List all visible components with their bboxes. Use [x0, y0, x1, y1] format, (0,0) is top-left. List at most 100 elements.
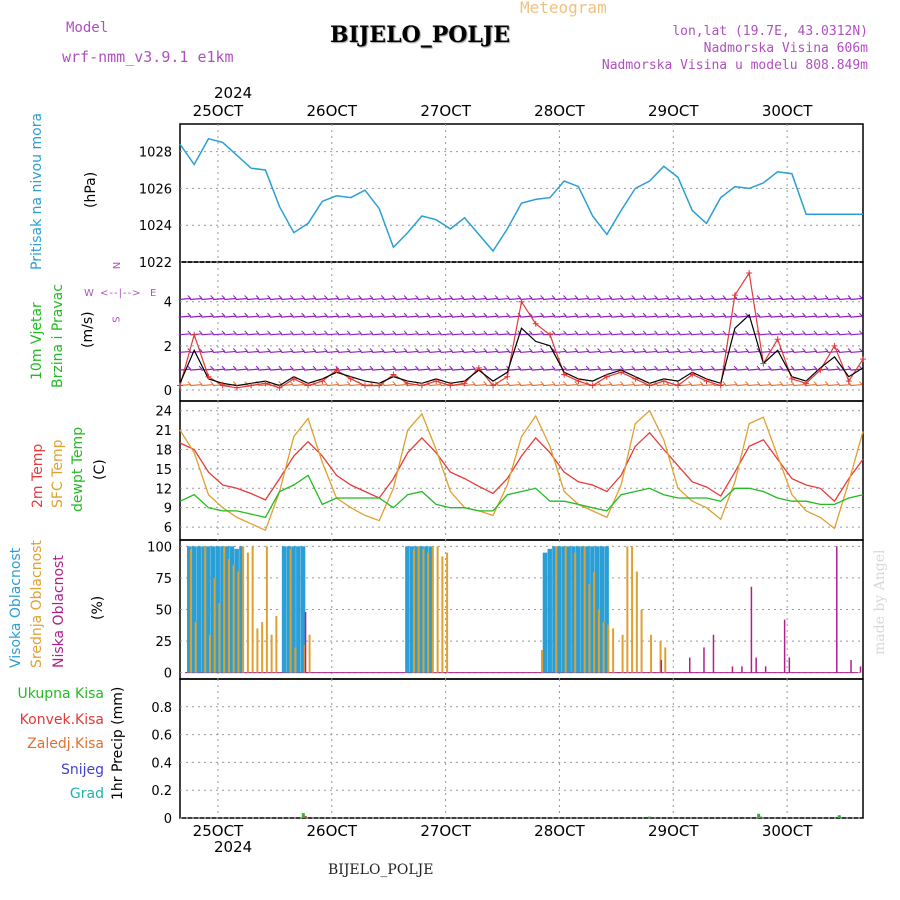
mid-cloud-bar: [664, 647, 667, 673]
wind-barb-flag: [711, 330, 715, 335]
high-cloud-bar: [604, 546, 609, 673]
wind-barb: [474, 297, 487, 301]
wind-barb-flag: [244, 365, 249, 370]
year-bottom: 2024: [214, 838, 253, 856]
wind-barb: [588, 350, 601, 354]
mid-cloud-bar: [427, 552, 430, 673]
precip-total-bar: [757, 813, 761, 818]
wind-barb-flag: [665, 295, 670, 299]
low-cloud-bar: [731, 666, 734, 673]
gust-marker: [504, 373, 511, 380]
wind-barb: [577, 333, 590, 336]
wind-barb: [827, 368, 840, 371]
mid-cloud-bar: [650, 634, 653, 673]
wind-barb: [645, 297, 658, 301]
wind-barb-flag: [198, 312, 203, 317]
wind-barb: [668, 315, 681, 318]
wind-barb: [850, 315, 863, 318]
wind-barb: [201, 315, 214, 318]
wind-barb-flag: [802, 295, 806, 299]
wind-barb-flag: [335, 348, 340, 352]
wind-barb: [588, 297, 601, 301]
wind-barb: [770, 297, 783, 301]
mid-cloud-bar: [204, 546, 207, 673]
wind-barb-flag: [688, 348, 692, 352]
wind-barb: [599, 333, 612, 336]
wind-barb: [679, 333, 692, 336]
high-cloud-bar: [542, 552, 548, 673]
wind-barb-flag: [483, 295, 488, 299]
high-cloud-bar: [215, 546, 220, 673]
panel-frame: [179, 261, 864, 402]
wind-barb-flag: [392, 312, 396, 317]
precip-convective-bar: [304, 815, 307, 818]
wind-barb: [531, 333, 544, 336]
wind-barb: [292, 383, 305, 387]
wind-barb: [565, 315, 578, 318]
gust-marker: [618, 369, 625, 376]
wind-barb: [645, 333, 658, 336]
wind-barb: [804, 297, 817, 301]
mid-cloud-bar: [246, 552, 249, 673]
high-cloud-bar: [220, 546, 225, 673]
gust-marker: [589, 382, 596, 389]
mid-cloud-bar: [251, 546, 254, 673]
wind-barb: [463, 383, 476, 387]
wind-barb-flag: [506, 330, 510, 335]
wind-barb-flag: [278, 365, 283, 370]
wind-barb-flag: [494, 295, 499, 299]
wind-barb: [656, 383, 669, 387]
high-cloud-bar: [552, 546, 557, 673]
wind-barb: [326, 297, 339, 301]
wind-barb-flag: [619, 365, 624, 370]
wind-barb: [634, 333, 647, 336]
wind-barb: [816, 333, 829, 336]
gust-marker: [760, 360, 767, 367]
wind-barb: [793, 350, 806, 354]
wind-barb-flag: [779, 312, 784, 317]
wind-barb: [611, 368, 624, 371]
y-tick-label: 24: [155, 405, 172, 420]
wind-barb-flag: [415, 348, 419, 352]
wind-barb: [645, 350, 658, 354]
wind-barb: [349, 297, 362, 301]
wind-barb: [747, 383, 760, 387]
wind-barb-flag: [403, 330, 408, 335]
wind-barb: [235, 333, 248, 336]
gust-marker: [319, 378, 326, 385]
wind-barb-flag: [471, 295, 476, 299]
wind-barb-flag: [563, 312, 567, 317]
wind-barb-flag: [232, 365, 237, 370]
wind-barb-flag: [471, 312, 476, 317]
wind-barb: [725, 333, 738, 336]
wind-barb-flag: [460, 312, 465, 317]
wind-barb-flag: [619, 295, 624, 299]
wind-barb: [258, 368, 271, 371]
wind-barb: [725, 297, 738, 301]
wind-barb: [770, 315, 783, 318]
x-tick-label-bottom: 25OCT: [193, 822, 244, 840]
wind-barb: [804, 368, 817, 371]
wind-barb: [656, 350, 669, 354]
wind-barb-flag: [563, 348, 567, 352]
wind-barb: [804, 350, 817, 354]
wind-barb: [486, 297, 499, 301]
wind-barb: [338, 368, 351, 371]
wind-barb: [782, 350, 795, 354]
wind-barb-flag: [426, 330, 431, 335]
wind-barb-flag: [210, 295, 214, 299]
wind-barb: [565, 368, 578, 371]
wind-barb: [303, 350, 317, 354]
wind-barb-flag: [528, 381, 533, 385]
wind-barb-flag: [654, 330, 658, 335]
mid-cloud-bar: [640, 609, 643, 673]
wind-barb: [759, 297, 772, 301]
sfc-temp-line: [179, 409, 864, 532]
wind-barb: [269, 297, 282, 301]
wind-barb-flag: [790, 295, 795, 299]
wind-barb-flag: [267, 330, 271, 335]
wind-barb: [406, 297, 419, 301]
wind-barb: [611, 333, 624, 336]
wind-barb-flag: [642, 365, 647, 370]
wind-barb: [577, 368, 590, 371]
